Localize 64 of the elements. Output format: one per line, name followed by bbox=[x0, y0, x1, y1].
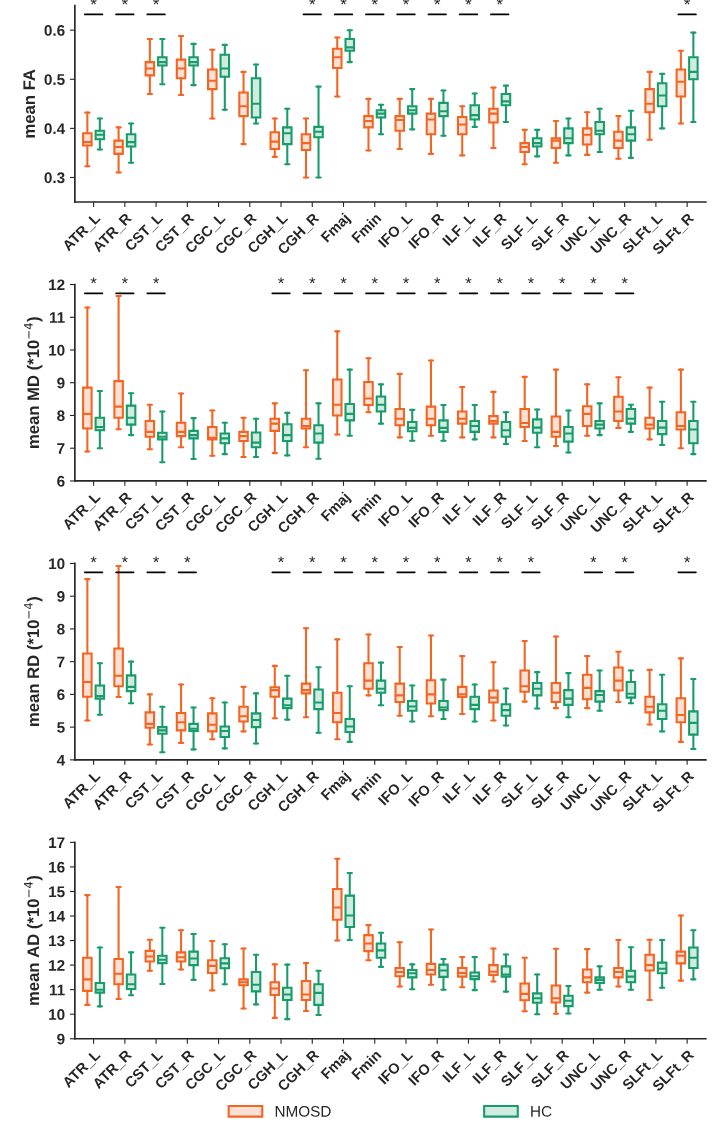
text: * bbox=[371, 277, 378, 284]
y-axis-title: mean RD (*10$^{−4}$) bbox=[24, 597, 43, 726]
text: * bbox=[184, 556, 191, 563]
text: * bbox=[90, 277, 97, 284]
text: * bbox=[278, 556, 285, 563]
y-tick-label: 0.3 bbox=[44, 172, 65, 184]
y-tick-label: 9 bbox=[57, 591, 65, 602]
text: * bbox=[496, 277, 503, 284]
y-tick-label: 9 bbox=[57, 1033, 65, 1045]
y-tick-label: 10 bbox=[49, 558, 65, 570]
y-tick-label: 8 bbox=[57, 410, 65, 422]
text: * bbox=[621, 277, 628, 284]
legend-label: HC bbox=[531, 1105, 552, 1117]
legend-label: NMOSD bbox=[275, 1105, 331, 1117]
y-tick-label: 13 bbox=[49, 935, 65, 947]
text: * bbox=[527, 556, 534, 563]
text: * bbox=[559, 277, 566, 284]
text: * bbox=[590, 556, 597, 563]
y-axis-title: mean FA bbox=[23, 69, 36, 138]
text: * bbox=[403, 556, 409, 563]
y-tick-label: 10 bbox=[49, 344, 65, 356]
text: * bbox=[496, 556, 503, 563]
y-tick-label: 6 bbox=[57, 475, 65, 487]
text: * bbox=[590, 277, 597, 284]
text: * bbox=[309, 556, 316, 563]
y-tick-label: 9 bbox=[57, 377, 65, 389]
y-tick-label: 10 bbox=[49, 1009, 65, 1020]
y-tick-label: 7 bbox=[57, 443, 65, 454]
y-tick-label: 15 bbox=[49, 886, 65, 898]
y-tick-label: 6 bbox=[57, 689, 65, 701]
text: * bbox=[153, 556, 160, 563]
y-tick-label: 8 bbox=[57, 623, 65, 635]
y-tick-label: 12 bbox=[49, 279, 65, 291]
y-tick-label: 11 bbox=[49, 984, 65, 996]
y-tick-label: 11 bbox=[49, 312, 65, 323]
text: * bbox=[371, 556, 378, 563]
y-tick-label: 0.5 bbox=[44, 74, 65, 85]
text: * bbox=[434, 277, 441, 284]
y-tick-label: 5 bbox=[57, 722, 65, 733]
y-tick-label: 14 bbox=[49, 911, 66, 922]
text: * bbox=[121, 556, 128, 563]
text: * bbox=[309, 277, 316, 284]
y-axis-title: mean MD (*10$^{−4}$) bbox=[24, 317, 43, 448]
text: * bbox=[90, 556, 97, 563]
y-tick-label: 16 bbox=[49, 861, 65, 873]
text: * bbox=[621, 556, 628, 563]
y-tick-label: 7 bbox=[57, 656, 65, 668]
text: * bbox=[340, 277, 347, 284]
text: * bbox=[340, 556, 347, 563]
y-tick-label: 4 bbox=[56, 754, 66, 766]
text: * bbox=[434, 556, 441, 563]
y-tick-label: 12 bbox=[49, 959, 65, 971]
y-tick-label: 0.6 bbox=[44, 25, 65, 36]
text: * bbox=[684, 556, 691, 563]
text: * bbox=[403, 277, 409, 284]
text: * bbox=[278, 277, 285, 284]
text: * bbox=[121, 277, 128, 284]
y-tick-label: 0.4 bbox=[44, 123, 66, 135]
y-tick-label: 17 bbox=[49, 837, 65, 848]
text: * bbox=[465, 277, 472, 284]
text: * bbox=[153, 277, 160, 284]
y-axis-title: mean AD (*10$^{−4}$) bbox=[24, 876, 43, 1005]
text: * bbox=[465, 556, 472, 563]
text: * bbox=[527, 277, 534, 284]
